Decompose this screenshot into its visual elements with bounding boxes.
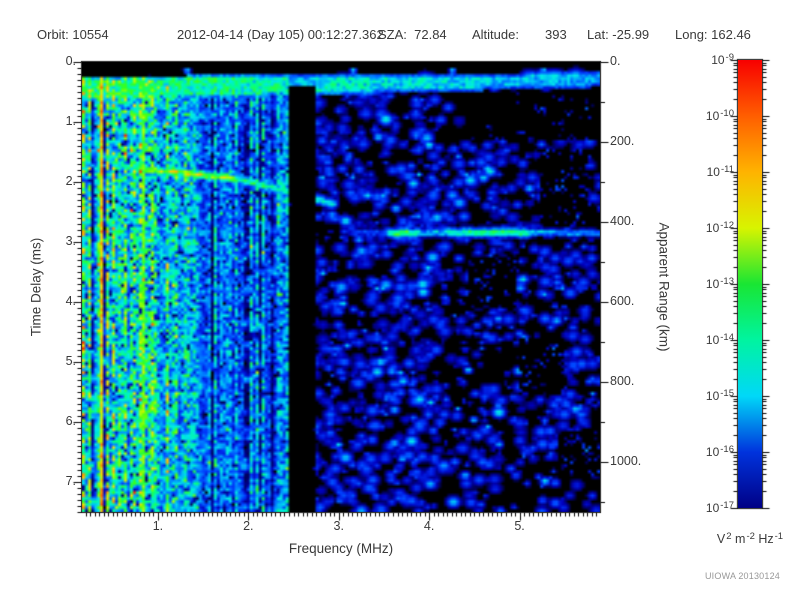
right-tick-label: 400. bbox=[610, 214, 635, 228]
header-field-4: 393 bbox=[545, 27, 567, 42]
colorbar-tick-label: 10-11 bbox=[706, 164, 734, 179]
right-tick-label: 800. bbox=[610, 374, 635, 388]
right-tick-label: 0. bbox=[610, 54, 621, 68]
colorbar-units-label: V2 m-2 Hz-1 bbox=[716, 531, 784, 546]
colorbar-tick-label: 10-10 bbox=[705, 108, 734, 123]
header-field-1: 2012-04-14 (Day 105) 00:12:27.362 bbox=[177, 27, 384, 42]
header-field-6: Long: 162.46 bbox=[675, 27, 751, 42]
y-tick-label: 7. bbox=[65, 474, 76, 488]
y-axis-title: Time Delay (ms) bbox=[28, 237, 44, 337]
right-axis-title: Apparent Range (km) bbox=[656, 222, 672, 352]
right-tick-label: 200. bbox=[610, 134, 635, 148]
y-tick-label: 4. bbox=[65, 294, 76, 308]
credit-watermark: UIOWA 20130124 bbox=[704, 571, 780, 581]
colorbar-tick-label: 10-13 bbox=[705, 276, 734, 291]
colorbar-tick-label: 10-14 bbox=[705, 332, 734, 347]
header-field-0: Orbit: 10554 bbox=[37, 27, 109, 42]
x-tick-label: 2. bbox=[243, 519, 254, 533]
y-tick-label: 5. bbox=[65, 354, 76, 368]
y-tick-label: 0. bbox=[65, 54, 76, 68]
y-tick-label: 6. bbox=[65, 414, 76, 428]
header-field-2: SZA: 72.84 bbox=[378, 27, 447, 42]
x-tick-label: 4. bbox=[423, 519, 435, 533]
y-tick-label: 3. bbox=[65, 234, 76, 248]
x-tick-label: 3. bbox=[333, 519, 344, 533]
right-tick-label: 600. bbox=[610, 294, 635, 308]
header-field-5: Lat: -25.99 bbox=[587, 27, 650, 42]
colorbar-tick-label: 10-12 bbox=[705, 220, 734, 235]
colorbar-gradient bbox=[738, 60, 762, 508]
colorbar-tick-label: 10-16 bbox=[705, 444, 734, 459]
colorbar-tick-label: 10-9 bbox=[711, 52, 734, 67]
header-field-3: Altitude: bbox=[472, 27, 519, 42]
x-axis-title: Frequency (MHz) bbox=[288, 541, 394, 556]
colorbar-tick-label: 10-15 bbox=[705, 388, 734, 403]
right-tick-label: 1000. bbox=[610, 454, 642, 468]
y-tick-label: 1. bbox=[65, 114, 76, 128]
colorbar-tick-label: 10-17 bbox=[705, 500, 734, 515]
header-telemetry: Orbit: 10554 2012-04-14 (Day 105) 00:12:2… bbox=[0, 27, 800, 43]
x-tick-label: 5. bbox=[514, 519, 525, 533]
x-tick-label: 1. bbox=[152, 519, 164, 533]
y-tick-label: 2. bbox=[65, 174, 76, 188]
